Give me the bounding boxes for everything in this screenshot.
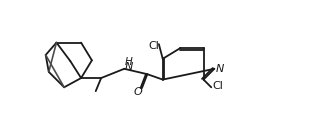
Text: H: H [125, 57, 133, 67]
Text: N: N [216, 64, 224, 74]
Text: O: O [134, 87, 143, 97]
Text: Cl: Cl [148, 41, 159, 51]
Text: Cl: Cl [213, 81, 224, 91]
Text: N: N [125, 62, 133, 72]
